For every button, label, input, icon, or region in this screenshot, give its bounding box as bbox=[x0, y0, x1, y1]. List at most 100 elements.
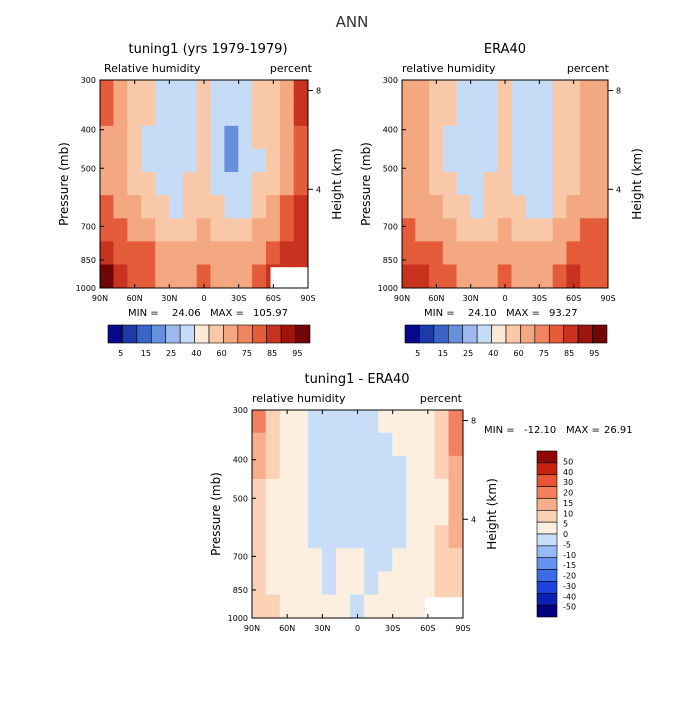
heatmap-cell bbox=[279, 525, 295, 550]
x-tick-label: 0 bbox=[201, 294, 206, 303]
heatmap-cell bbox=[252, 525, 267, 550]
heatmap-cell bbox=[224, 125, 240, 150]
heatmap-cell bbox=[266, 241, 281, 266]
heatmap-cell bbox=[497, 218, 513, 243]
heatmap-cell bbox=[265, 478, 281, 503]
colorbar-box bbox=[536, 545, 558, 559]
heatmap-cell bbox=[168, 195, 184, 220]
heatmap-cell bbox=[100, 264, 115, 288]
heatmap-cell bbox=[525, 80, 540, 104]
heatmap-cell bbox=[456, 195, 472, 220]
heatmap-cell bbox=[511, 172, 526, 196]
heatmap-cell bbox=[484, 102, 499, 127]
field-label: Relative humidity bbox=[104, 62, 201, 75]
heatmap-cell bbox=[442, 102, 458, 127]
heatmap-cell bbox=[538, 148, 554, 173]
heatmap-cell bbox=[182, 148, 198, 173]
heatmap-cell bbox=[210, 148, 226, 173]
heatmap-cell bbox=[364, 502, 379, 526]
heatmap-cell bbox=[415, 148, 430, 173]
heatmap-cell bbox=[224, 172, 240, 196]
colorbar-tick-label: 40 bbox=[191, 349, 201, 358]
heatmap-cell bbox=[511, 80, 526, 104]
y-tick-label: 1000 bbox=[228, 614, 248, 623]
heatmap-cell bbox=[406, 478, 422, 503]
heatmap-cell bbox=[415, 241, 430, 266]
heatmap-cell bbox=[497, 264, 513, 288]
heatmap-cell bbox=[580, 102, 595, 127]
heatmap-cell bbox=[350, 594, 365, 618]
heatmap-cell bbox=[511, 125, 526, 150]
heatmap-cell bbox=[448, 410, 463, 434]
heatmap-cell bbox=[415, 264, 430, 288]
colorbar-tick-label: -5 bbox=[563, 540, 571, 549]
heatmap-cell bbox=[442, 172, 458, 196]
heatmap-cell bbox=[293, 455, 309, 480]
heatmap-cell bbox=[321, 571, 337, 596]
heatmap-cell bbox=[336, 594, 351, 618]
heatmap-cell bbox=[470, 195, 485, 220]
colorbar-box bbox=[179, 324, 195, 344]
colorbar-box bbox=[295, 324, 311, 344]
colorbar-box bbox=[433, 324, 449, 344]
heatmap-cell bbox=[336, 571, 351, 596]
y-axis-label: Pressure (mb) bbox=[359, 142, 373, 226]
colorbar-box bbox=[536, 509, 558, 523]
heatmap-cell bbox=[279, 478, 295, 503]
colorbar-tick-label: 5 bbox=[118, 349, 123, 358]
y2-axis-label: Height (km) bbox=[485, 478, 499, 549]
heatmap-cell bbox=[406, 548, 422, 573]
colorbar-box bbox=[536, 450, 558, 464]
colorbar-tick-label: 85 bbox=[267, 349, 277, 358]
heatmap-cell bbox=[182, 195, 198, 220]
heatmap-cell bbox=[402, 241, 417, 266]
panel-title: ERA40 bbox=[484, 42, 526, 57]
heatmap-cell bbox=[566, 125, 581, 150]
heatmap-cell bbox=[378, 594, 394, 618]
heatmap-cell bbox=[392, 455, 408, 480]
heatmap-cell bbox=[442, 241, 458, 266]
heatmap-cell bbox=[336, 548, 351, 573]
heatmap-cell bbox=[293, 432, 309, 457]
heatmap-cell bbox=[307, 502, 323, 526]
heatmap-cell bbox=[350, 525, 365, 550]
colorbar-box bbox=[266, 324, 282, 344]
heatmap-cell bbox=[279, 432, 295, 457]
heatmap-cell bbox=[321, 502, 337, 526]
heatmap-cell bbox=[265, 432, 281, 457]
x-tick-label: 90S bbox=[455, 624, 470, 633]
heatmap-cell bbox=[127, 218, 142, 243]
heatmap-cell bbox=[293, 102, 308, 127]
heatmap-cell bbox=[252, 502, 267, 526]
heatmap-cell bbox=[350, 432, 365, 457]
colorbar-box bbox=[536, 521, 558, 535]
heatmap-cell bbox=[265, 455, 281, 480]
heatmap-cell bbox=[100, 172, 115, 196]
heatmap-cell bbox=[168, 125, 184, 150]
heatmap-cell bbox=[593, 172, 608, 196]
heatmap-cell bbox=[196, 241, 212, 266]
heatmap-cell bbox=[252, 264, 267, 288]
heatmap-cell bbox=[392, 548, 408, 573]
x-tick-label: 0 bbox=[502, 294, 507, 303]
y-tick-label: 850 bbox=[233, 586, 248, 595]
heatmap-cell bbox=[293, 241, 308, 266]
colorbar-tick-label: 20 bbox=[563, 489, 573, 498]
heatmap-cell bbox=[155, 148, 170, 173]
heatmap-cell bbox=[127, 264, 142, 288]
colorbar-box bbox=[536, 498, 558, 511]
heatmap-cell bbox=[538, 125, 554, 150]
heatmap-cell bbox=[525, 172, 540, 196]
heatmap-cell bbox=[364, 455, 379, 480]
heatmap-cell bbox=[265, 571, 281, 596]
colorbar-tick-label: -15 bbox=[563, 561, 576, 570]
stats-min-value: 24.10 bbox=[468, 308, 497, 319]
heatmap-cell bbox=[210, 264, 226, 288]
colorbar-box bbox=[237, 324, 253, 344]
colorbar-box bbox=[520, 324, 536, 344]
stats-min-value: -12.10 bbox=[524, 425, 556, 436]
heatmap-cell bbox=[470, 264, 485, 288]
heatmap-cell bbox=[470, 80, 485, 104]
stats-max-label: MAX = bbox=[506, 308, 540, 319]
